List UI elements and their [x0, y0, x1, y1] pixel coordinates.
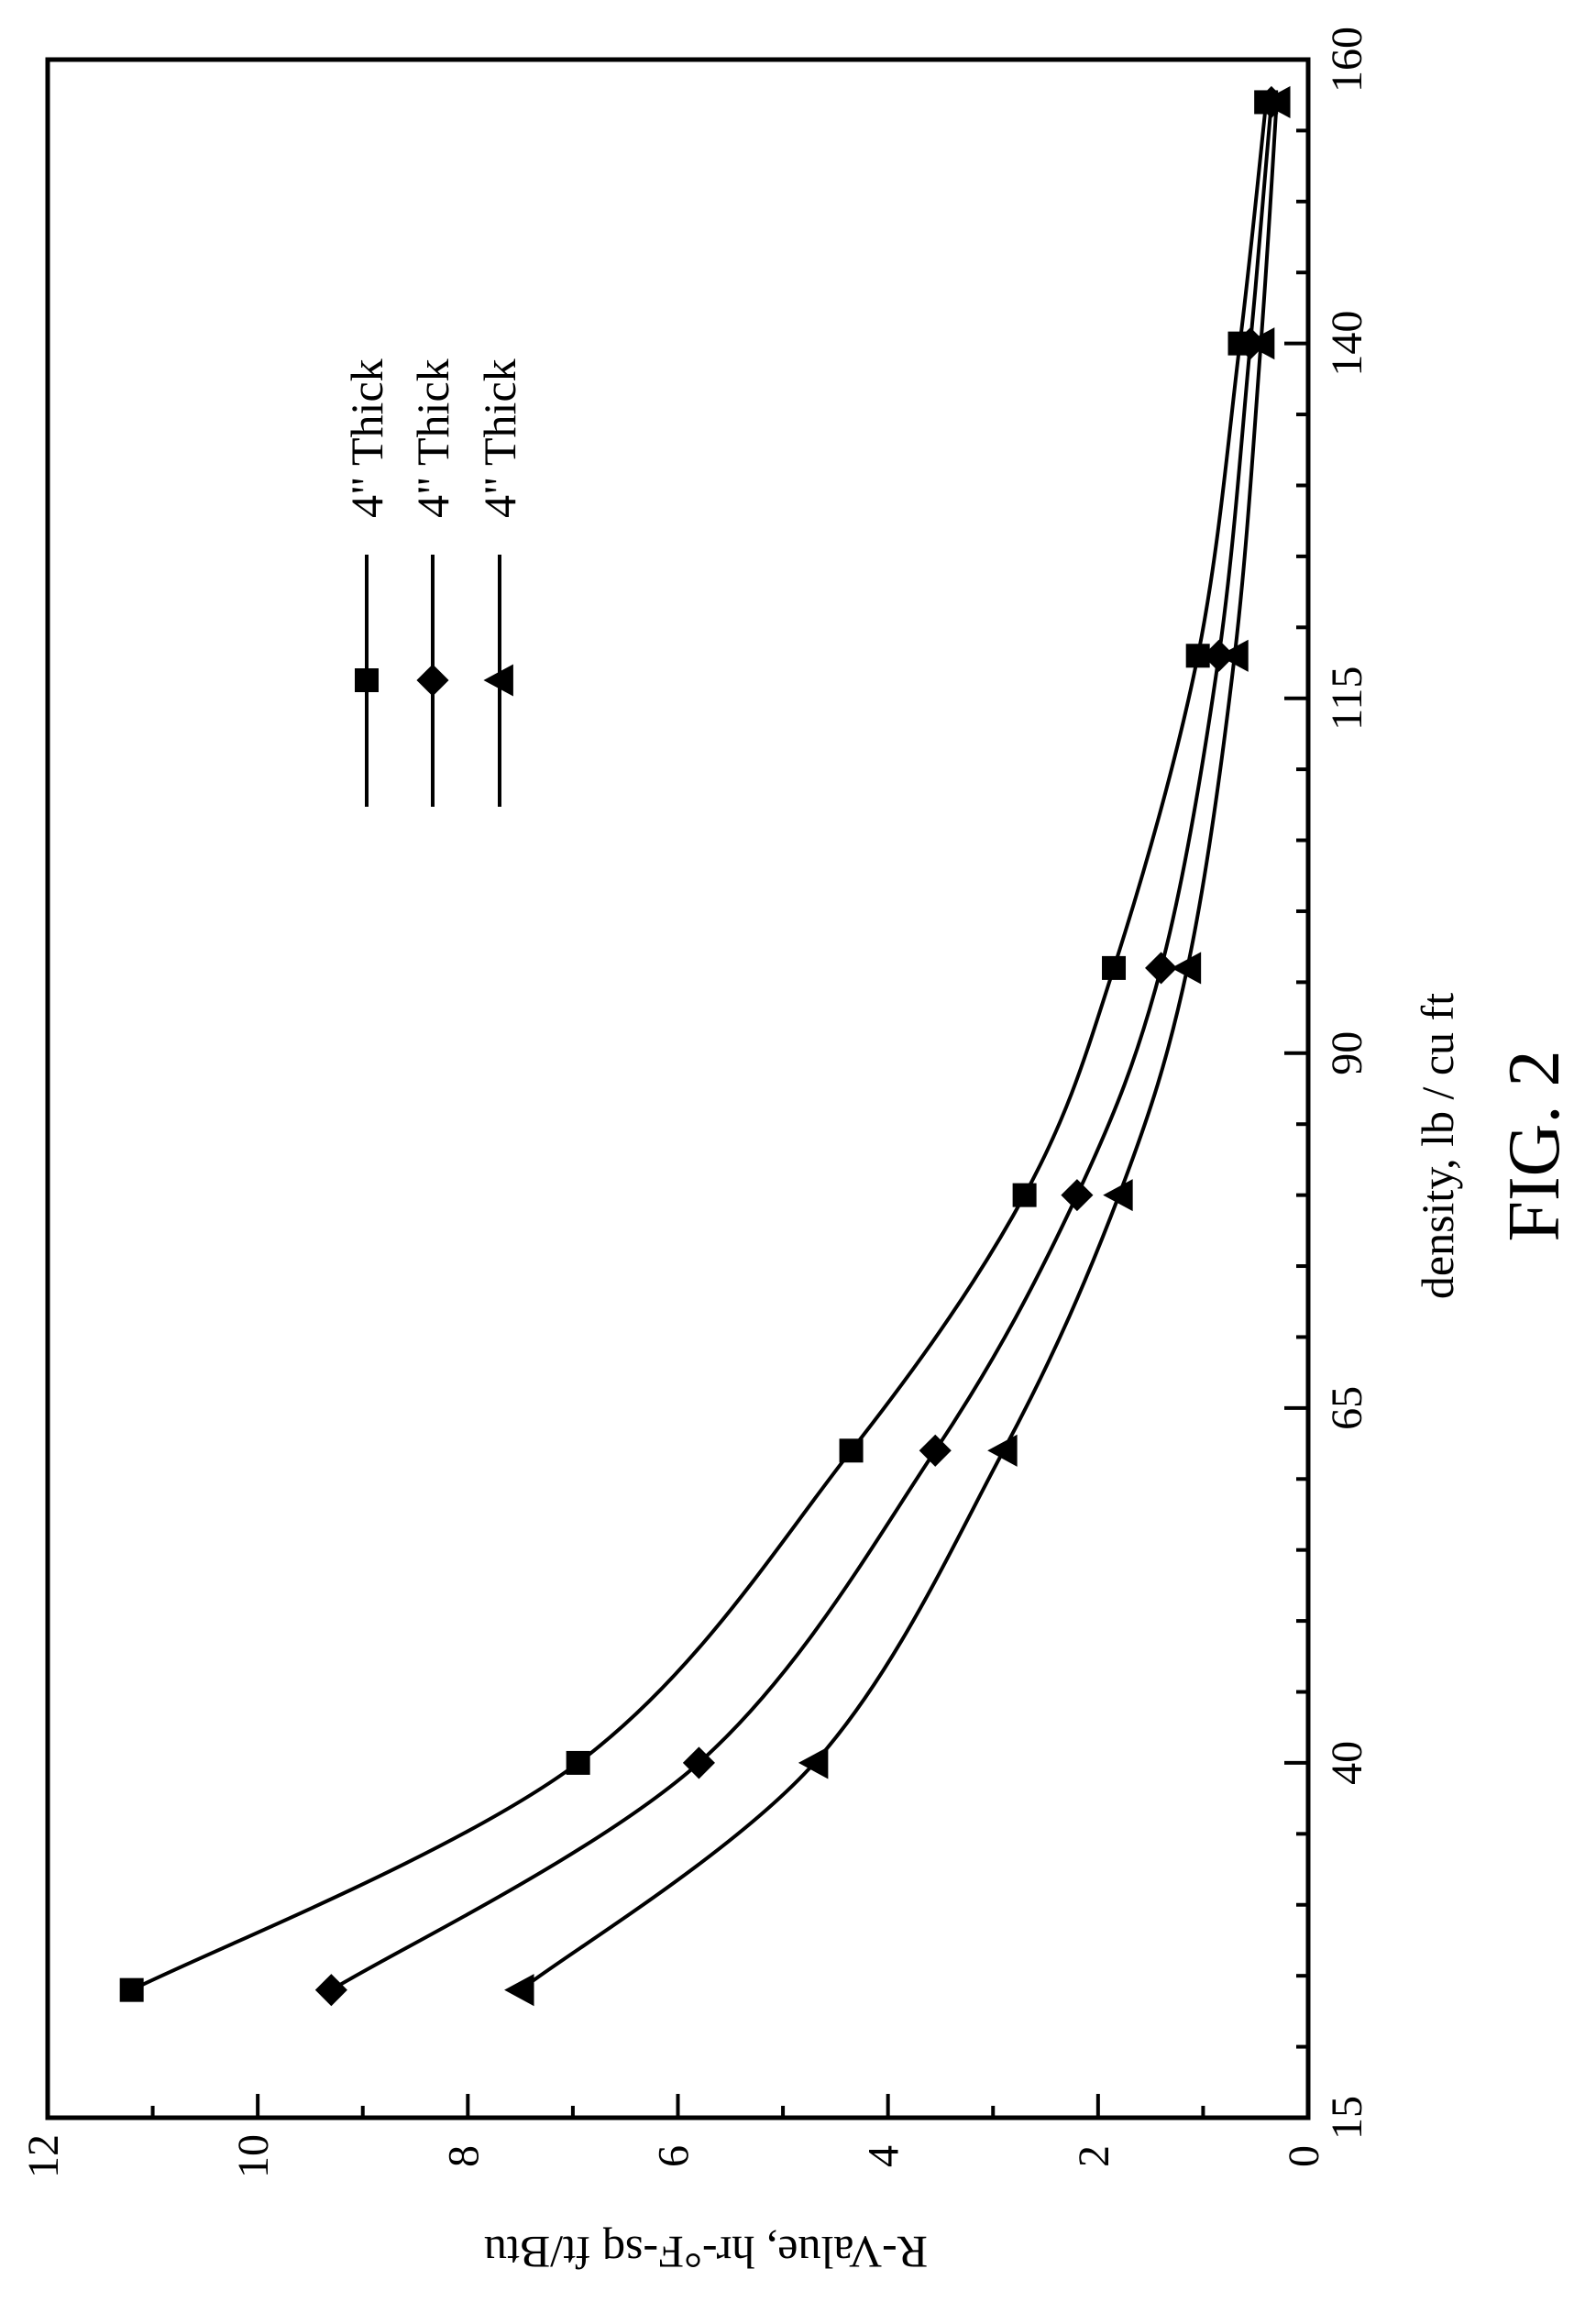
series-2-diamond-marker [1061, 1179, 1094, 1212]
series-2-diamond-marker [919, 1434, 952, 1467]
x-tick-label: 40 [1323, 1741, 1371, 1785]
legend: 4" Thick 4" Thick 4" Thick [341, 358, 525, 807]
series-3-triangle-marker [1218, 639, 1249, 672]
y-axis-ticks: 0 2 4 6 8 10 12 [19, 2094, 1328, 2178]
series-1-square-marker [1012, 1183, 1037, 1207]
series-2-diamond-marker [682, 1746, 715, 1779]
series-curves [130, 102, 1279, 1992]
x-axis-label: density, lb / cu ft [1412, 993, 1463, 1299]
series-3-line [519, 102, 1279, 1992]
series-1-square-marker [119, 1977, 144, 2002]
y-tick-label: 10 [229, 2134, 278, 2178]
legend-label-2: 4" Thick [407, 358, 458, 518]
series-1-line [130, 102, 1269, 1992]
x-tick-label: 65 [1323, 1386, 1371, 1430]
y-tick-label: 2 [1070, 2145, 1118, 2167]
series-3-triangle-marker [504, 1974, 534, 2007]
series-3-triangle-marker [1171, 952, 1202, 985]
plot-frame [45, 57, 1311, 2120]
series-3-triangle-marker [987, 1434, 1018, 1467]
y-tick-label: 6 [650, 2145, 699, 2167]
series-2-diamond-marker [314, 1974, 347, 2007]
series-markers [119, 85, 1291, 2007]
series-2-diamond-marker [1145, 952, 1178, 985]
figure-caption: FIG. 2 [1494, 1051, 1575, 1242]
x-axis-ticks: 15 40 65 90 115 140 160 [1284, 27, 1371, 2140]
y-tick-label: 8 [439, 2145, 488, 2167]
series-3-triangle-marker [798, 1746, 829, 1779]
legend-label-1: 4" Thick [341, 358, 392, 518]
series-1-square-marker [839, 1438, 864, 1463]
x-tick-label: 15 [1323, 2096, 1371, 2140]
x-tick-label: 115 [1323, 666, 1371, 731]
series-3-triangle-marker [1244, 327, 1275, 360]
y-tick-label: 0 [1280, 2145, 1328, 2167]
y-tick-label: 4 [860, 2145, 908, 2167]
x-tick-label: 140 [1323, 311, 1371, 377]
legend-marker-3 [483, 664, 513, 697]
series-3-triangle-marker [1103, 1179, 1133, 1212]
legend-label-3: 4" Thick [474, 358, 525, 518]
y-axis-label: R-Value, hr-°F-sq ft/Btu [484, 2227, 928, 2278]
legend-marker-2 [416, 664, 449, 697]
series-2-line [330, 102, 1273, 1992]
x-tick-label: 160 [1323, 27, 1371, 93]
y-tick-label: 12 [19, 2134, 68, 2178]
series-3-triangle-marker [1260, 85, 1291, 118]
x-tick-label: 90 [1323, 1031, 1371, 1075]
legend-marker-1 [355, 668, 379, 692]
series-1-square-marker [1102, 955, 1127, 980]
series-1-square-marker [566, 1750, 590, 1775]
